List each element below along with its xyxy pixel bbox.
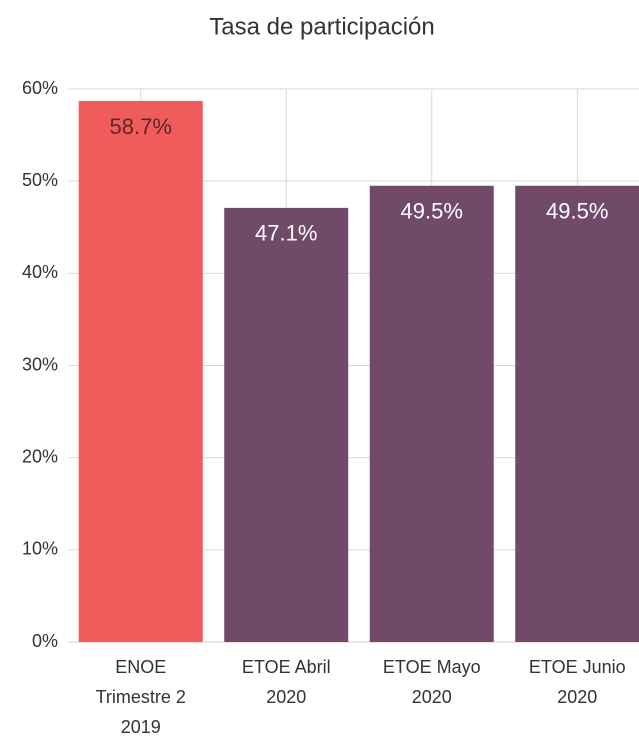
bar [515, 185, 639, 642]
y-tick-label: 10% [22, 539, 58, 559]
value-label: 49.5% [401, 199, 463, 224]
bar [369, 185, 494, 642]
value-label: 49.5% [546, 199, 608, 224]
y-tick-label: 50% [22, 170, 58, 190]
x-tick-label: ENOE Trimestre 2 2019 [95, 657, 186, 737]
bar [78, 100, 203, 642]
y-tick-label: 20% [22, 446, 58, 466]
y-tick-label: 40% [22, 262, 58, 282]
value-label: 47.1% [255, 221, 317, 246]
x-tick-label: ETOE Abril 2020 [241, 657, 331, 707]
chart-title: Tasa de participación [209, 13, 434, 40]
bar [224, 207, 349, 642]
x-tick-label: ETOE Junio 2020 [528, 657, 626, 707]
y-tick-label: 30% [22, 354, 58, 374]
y-tick-label: 60% [22, 78, 58, 98]
y-tick-label: 0% [32, 631, 58, 651]
value-label: 58.7% [110, 114, 172, 139]
x-tick-label: ETOE Mayo 2020 [382, 657, 481, 707]
